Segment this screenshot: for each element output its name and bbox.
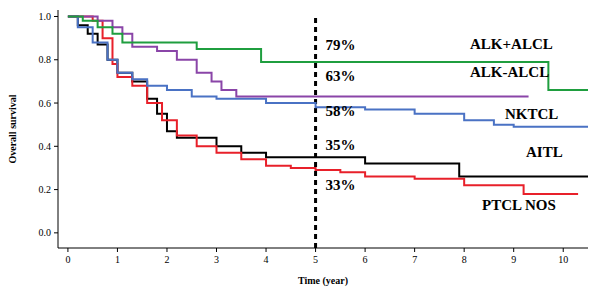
- x-tick-label: 2: [164, 254, 169, 265]
- series-label: ALK+ALCL: [470, 36, 553, 52]
- chart-svg: 0.0 0.2 0.4 0.6 0.8 1.0 0 1 2 3 4 5 6 7 8 9 10 Time (year…: [0, 0, 600, 289]
- x-axis: [58, 248, 588, 249]
- chart: 0.0 0.2 0.4 0.6 0.8 1.0 0 1 2 3 4 5 6 7 8 9 10 Time (year…: [0, 0, 600, 289]
- y-tick: [54, 232, 58, 233]
- y-tick: [54, 59, 58, 60]
- survival-curve: [68, 16, 588, 176]
- y-tick: [54, 189, 58, 190]
- series-label: PTCL NOS: [482, 197, 556, 213]
- series-label: ALK-ALCL: [470, 64, 549, 80]
- y-tick-label: 0.8: [39, 54, 52, 65]
- x-tick-label: 0: [65, 254, 70, 265]
- x-tick-label: 10: [558, 254, 568, 265]
- x-tick: [365, 248, 366, 252]
- x-tick: [414, 248, 415, 252]
- reference-line: [314, 18, 317, 248]
- annotation: 79%: [326, 37, 356, 53]
- plot-area: [68, 16, 588, 248]
- x-tick-label: 7: [412, 254, 417, 265]
- x-axis-label: Time (year): [298, 275, 348, 287]
- x-tick-label: 3: [214, 254, 219, 265]
- x-tick: [166, 248, 167, 252]
- y-tick: [54, 16, 58, 17]
- y-tick-label: 0.0: [39, 227, 52, 238]
- survival-curve: [68, 16, 588, 90]
- x-tick: [216, 248, 217, 252]
- x-tick: [117, 248, 118, 252]
- x-tick-label: 5: [313, 254, 318, 265]
- survival-curve: [68, 16, 588, 126]
- y-tick-label: 0.6: [39, 98, 52, 109]
- y-axis: [58, 10, 59, 248]
- x-tick-label: 6: [363, 254, 368, 265]
- x-tick: [464, 248, 465, 252]
- annotation: 35%: [326, 137, 356, 153]
- x-tick-label: 9: [511, 254, 516, 265]
- x-tick: [266, 248, 267, 252]
- x-tick: [67, 248, 68, 252]
- annotation: 33%: [326, 177, 356, 193]
- annotation: 58%: [326, 103, 356, 119]
- y-tick-label: 1.0: [39, 11, 52, 22]
- x-tick-label: 1: [115, 254, 120, 265]
- y-tick: [54, 146, 58, 147]
- x-tick: [513, 248, 514, 252]
- x-tick: [315, 248, 316, 252]
- x-tick-label: 8: [462, 254, 467, 265]
- x-tick: [563, 248, 564, 252]
- series-label: AITL: [526, 144, 563, 160]
- survival-curve: [68, 16, 529, 96]
- y-axis-label: Overall survival: [7, 94, 18, 163]
- y-tick: [54, 103, 58, 104]
- series-label: NKTCL: [505, 106, 558, 122]
- y-tick-label: 0.2: [39, 184, 52, 195]
- x-tick-label: 4: [264, 254, 269, 265]
- annotation: 63%: [326, 68, 356, 84]
- y-tick-label: 0.4: [39, 141, 52, 152]
